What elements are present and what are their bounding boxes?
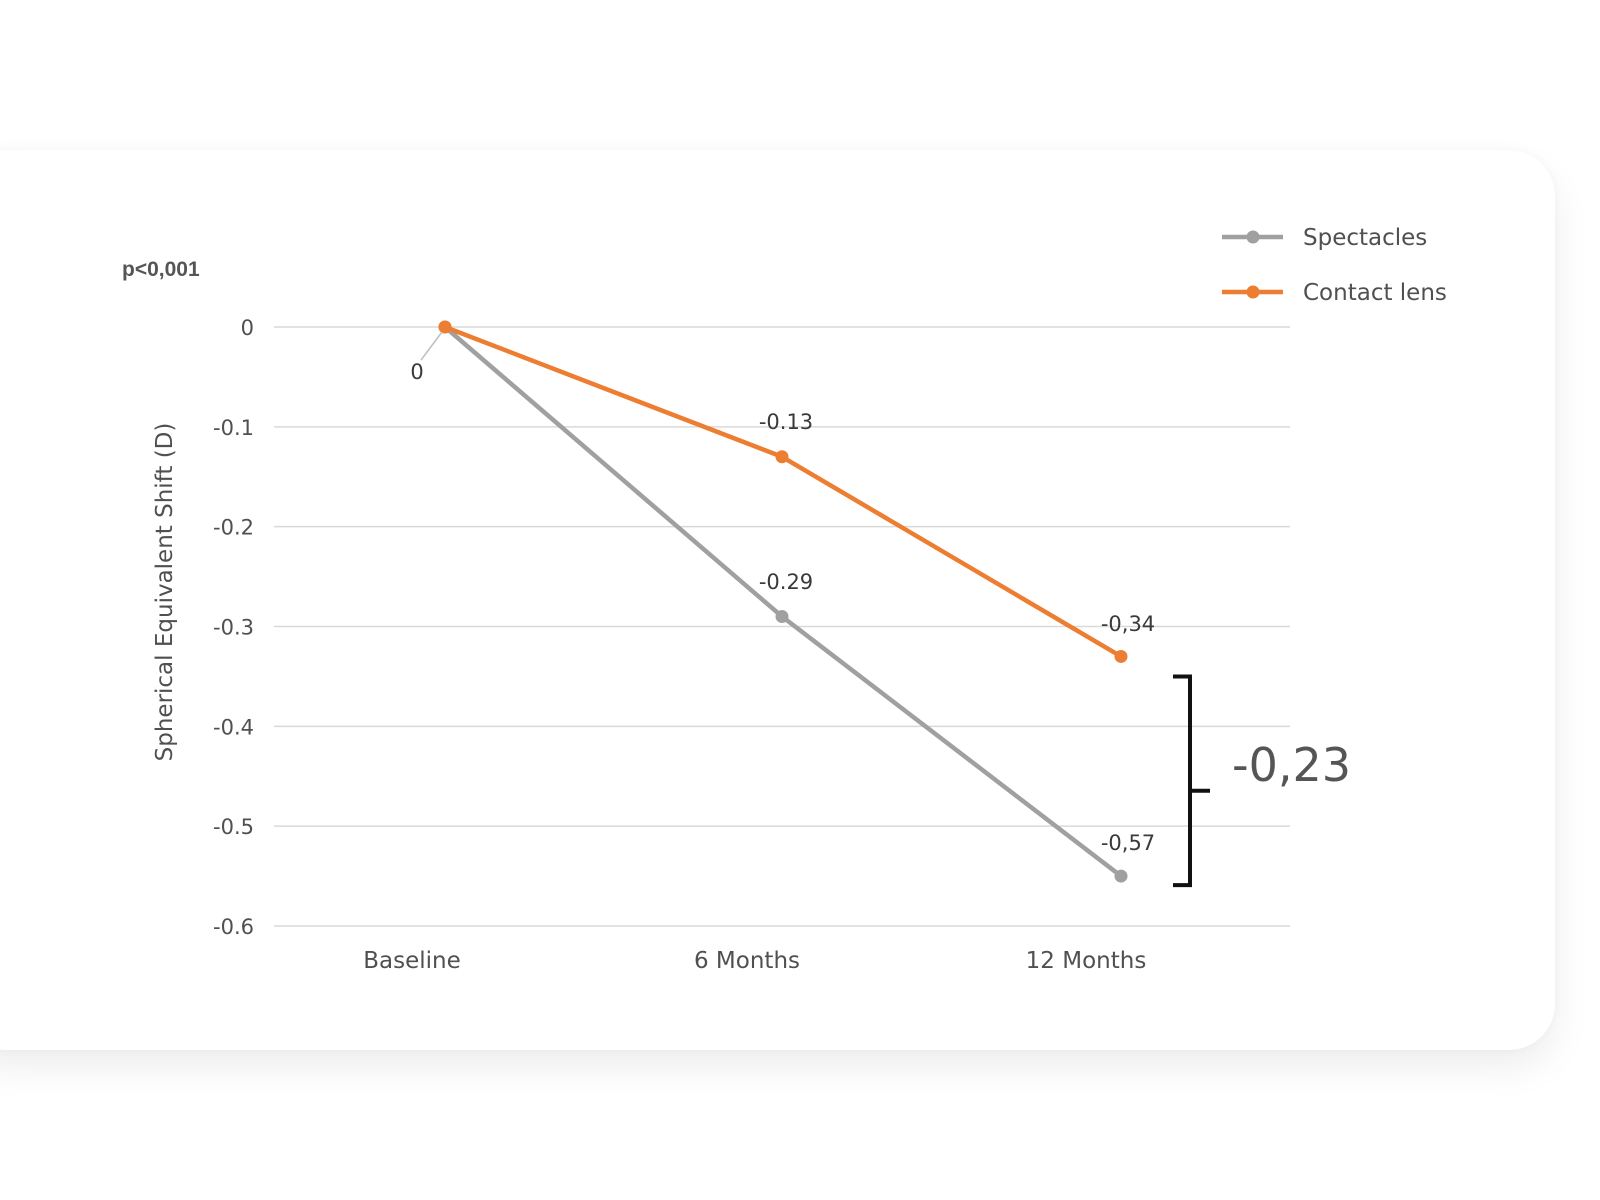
significance-note: p<0,001 bbox=[122, 258, 200, 281]
data-label: -0,34 bbox=[1101, 612, 1155, 636]
data-labels: 0 -0.29 -0,57 -0.13 -0,34 bbox=[410, 331, 1155, 855]
legend-label: Contact lens bbox=[1303, 280, 1447, 306]
legend-swatch-marker bbox=[1246, 285, 1260, 299]
series-lines bbox=[438, 320, 1128, 883]
chart-card bbox=[0, 150, 1555, 1050]
x-tick-label: Baseline bbox=[363, 948, 461, 974]
data-label: -0.13 bbox=[759, 410, 813, 434]
y-tick-label: -0.5 bbox=[213, 815, 254, 839]
difference-annotation: -0,23 bbox=[1232, 738, 1351, 792]
x-tick-label: 12 Months bbox=[1026, 948, 1147, 974]
y-tick-label: -0.6 bbox=[213, 915, 254, 939]
data-point bbox=[1114, 869, 1128, 883]
data-point bbox=[775, 450, 789, 464]
data-label: 0 bbox=[410, 360, 423, 384]
x-tick-label: 6 Months bbox=[694, 948, 800, 974]
y-tick-label: -0.3 bbox=[213, 616, 254, 640]
series-line bbox=[444, 324, 1123, 659]
y-axis-ticks: 0 -0.1 -0.2 -0.3 -0.4 -0.5 -0.6 bbox=[213, 316, 254, 939]
difference-brace bbox=[1173, 674, 1210, 888]
legend: Spectacles Contact lens bbox=[1222, 225, 1447, 306]
data-point bbox=[438, 320, 452, 334]
data-point bbox=[775, 610, 789, 624]
y-tick-label: -0.4 bbox=[213, 715, 254, 739]
x-axis-ticks: Baseline 6 Months 12 Months bbox=[363, 948, 1146, 974]
y-axis-title: Spherical Equivalent Shift (D) bbox=[152, 423, 178, 762]
legend-swatch-marker bbox=[1246, 230, 1260, 244]
label-leader-line bbox=[420, 331, 443, 361]
y-tick-label: 0 bbox=[241, 316, 254, 340]
legend-label: Spectacles bbox=[1303, 225, 1427, 251]
data-label: -0.29 bbox=[759, 570, 813, 594]
y-tick-label: -0.1 bbox=[213, 416, 254, 440]
data-label: -0,57 bbox=[1101, 831, 1155, 855]
y-tick-label: -0.2 bbox=[213, 516, 254, 540]
data-point bbox=[1114, 649, 1128, 663]
